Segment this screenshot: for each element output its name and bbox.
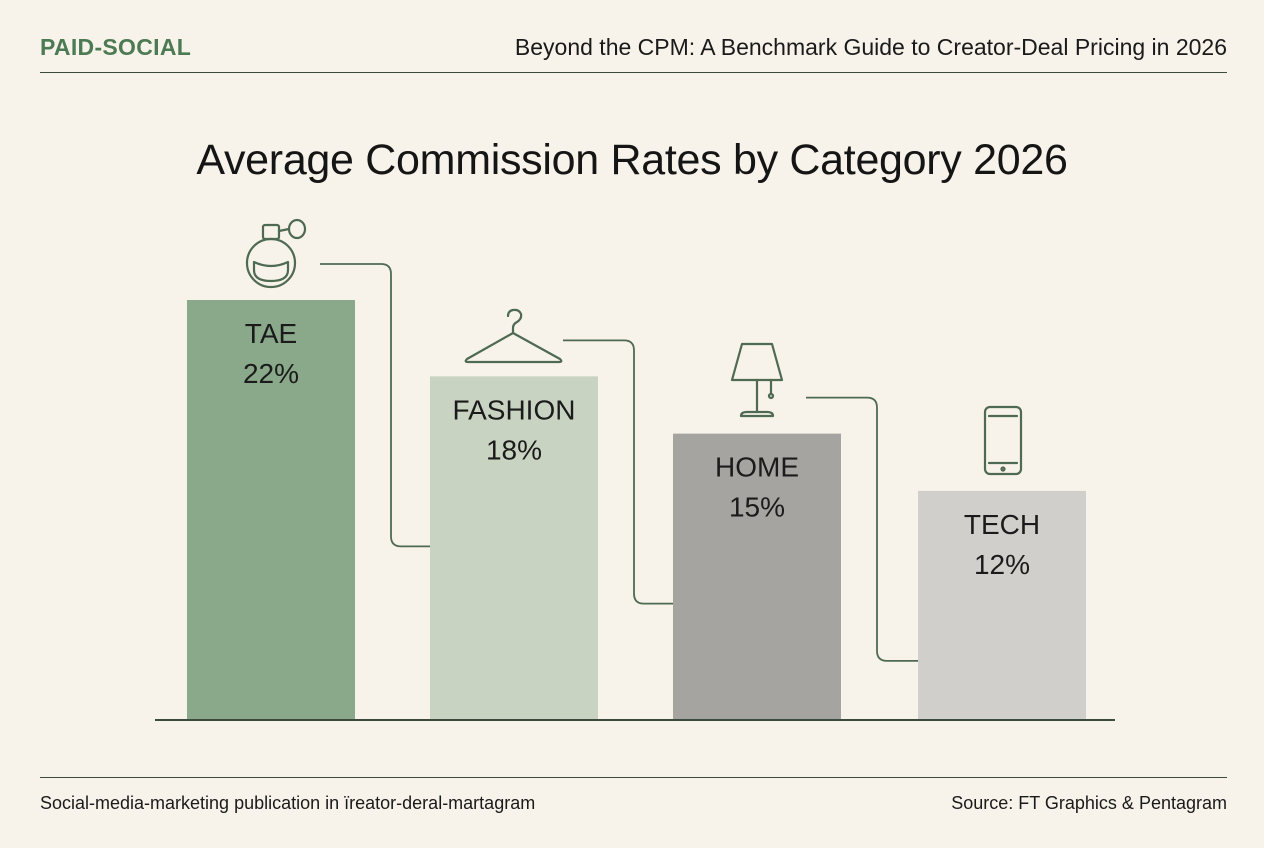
labels-group: TAE 22% FASHION 18% HOME 15% TECH 12% bbox=[243, 318, 1040, 580]
value-label: 12% bbox=[974, 549, 1030, 580]
connector-line bbox=[320, 263, 430, 548]
connector-line bbox=[563, 339, 673, 605]
category-label: FASHION bbox=[453, 394, 576, 425]
footer-divider bbox=[40, 777, 1227, 778]
category-label: TECH bbox=[964, 509, 1040, 540]
clothes-hanger-icon bbox=[464, 308, 563, 364]
section-kicker[interactable]: PAID-SOCIAL bbox=[40, 34, 192, 60]
smartphone-icon bbox=[983, 405, 1023, 476]
article-headline: Beyond the CPM: A Benchmark Guide to Cre… bbox=[514, 34, 1227, 60]
footer-publication: Social-media-marketing publication in ïr… bbox=[40, 793, 536, 813]
connector-line bbox=[806, 396, 918, 662]
value-label: 18% bbox=[486, 434, 542, 465]
footer-source: Source: FT Graphics & Pentagram bbox=[951, 793, 1227, 813]
category-label: HOME bbox=[715, 452, 799, 483]
page-header: PAID-SOCIAL Beyond the CPM: A Benchmark … bbox=[40, 28, 1227, 73]
bar-tech bbox=[918, 490, 1086, 720]
bar-fashion bbox=[430, 376, 598, 720]
category-label: TAE bbox=[245, 318, 297, 349]
value-label: 22% bbox=[243, 358, 299, 389]
perfume-bottle-icon bbox=[245, 218, 307, 289]
bar-home bbox=[673, 433, 841, 720]
bar-tae bbox=[187, 300, 355, 720]
bars-group bbox=[187, 300, 1086, 720]
connector-lines bbox=[320, 263, 918, 662]
table-lamp-icon bbox=[730, 342, 784, 418]
chart-title: Average Commission Rates by Category 202… bbox=[196, 136, 1068, 184]
value-label: 15% bbox=[729, 492, 785, 523]
